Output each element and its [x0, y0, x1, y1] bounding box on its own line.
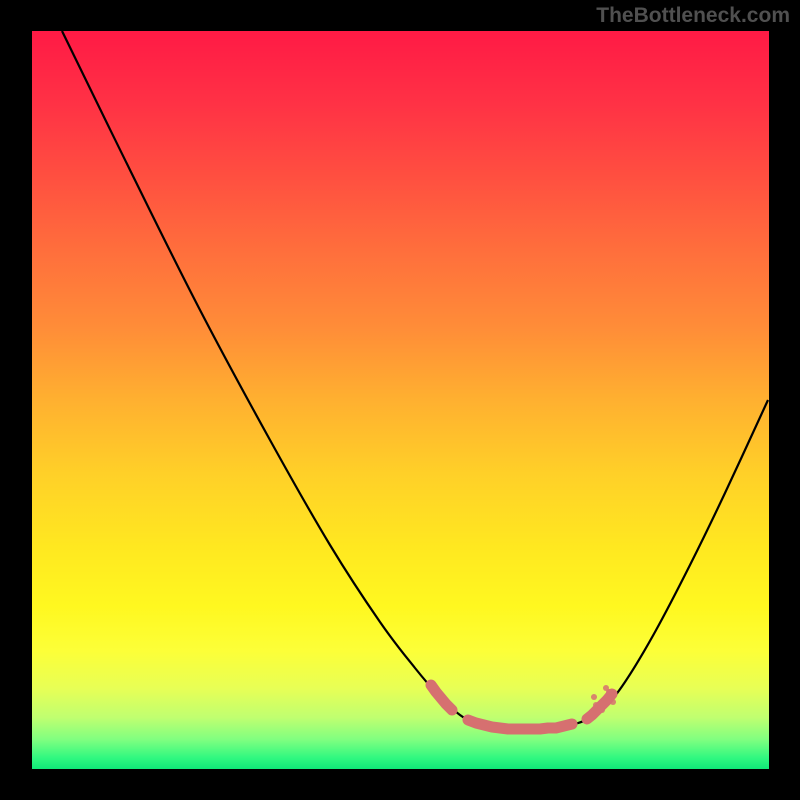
- valley-marker-dot: [567, 719, 577, 729]
- valley-noise-dot: [591, 694, 597, 700]
- valley-noise-dot: [610, 699, 616, 705]
- bottleneck-curve: [62, 31, 768, 729]
- curve-overlay: [0, 0, 800, 800]
- valley-noise-dot: [603, 685, 609, 691]
- attribution-text: TheBottleneck.com: [596, 4, 790, 28]
- chart-container: TheBottleneck.com: [0, 0, 800, 800]
- valley-marker-dot: [447, 705, 457, 715]
- valley-noise-dot: [593, 702, 599, 708]
- valley-noise-dot: [599, 707, 605, 713]
